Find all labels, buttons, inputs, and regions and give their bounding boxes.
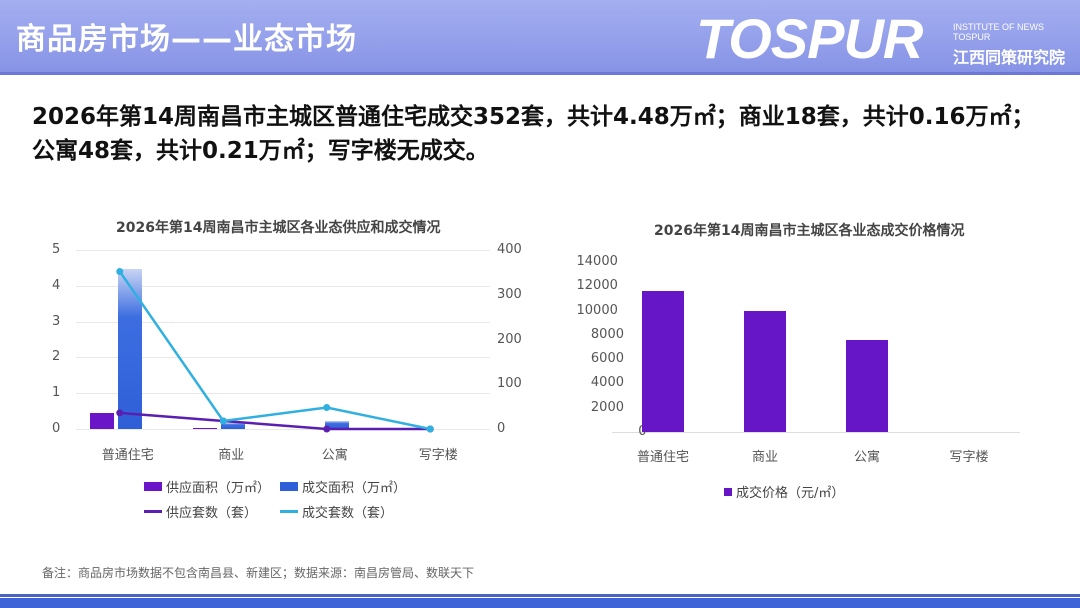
brand-chinese-name: 江西同策研究院 xyxy=(953,48,1066,67)
category-label: 写字楼 xyxy=(949,450,989,465)
legend-line-swatch xyxy=(280,510,298,513)
category-label: 写字楼 xyxy=(418,448,458,463)
y-axis-tick: 0 xyxy=(607,424,646,439)
legend-item: 成交套数（套） xyxy=(280,502,393,521)
category-label: 普通住宅 xyxy=(636,450,690,465)
legend-bar-swatch xyxy=(724,487,732,496)
x-axis-line xyxy=(612,432,1020,433)
left-axis-tick: 0 xyxy=(52,421,61,436)
left-axis-tick: 5 xyxy=(52,242,61,257)
category-label: 公寓 xyxy=(853,450,881,465)
right-axis-tick: 100 xyxy=(497,376,522,392)
y-axis-tick: 10000 xyxy=(576,302,618,318)
legend-item: 供应面积（万㎡） xyxy=(144,477,270,496)
summary-text: 2026年第14周南昌市主城区普通住宅成交352套，共计4.48万㎡；商业18套… xyxy=(32,104,1035,164)
header-banner xyxy=(0,0,1080,72)
legend-label: 成交面积（万㎡） xyxy=(302,481,407,496)
price-bar xyxy=(642,291,684,432)
category-label: 公寓 xyxy=(321,448,348,463)
bar xyxy=(221,423,246,429)
header-divider xyxy=(0,72,1080,75)
legend-bar-swatch xyxy=(144,482,162,491)
legend-label: 成交套数（套） xyxy=(302,506,394,521)
left-axis-tick: 1 xyxy=(52,385,61,401)
chart-title: 2026年第14周南昌市主城区各业态成交价格情况 xyxy=(654,223,965,239)
legend-label: 供应面积（万㎡） xyxy=(166,481,271,496)
y-axis-tick: 8000 xyxy=(590,326,624,342)
bar xyxy=(193,428,218,429)
left-axis-tick: 4 xyxy=(52,277,61,293)
legend-item: 成交面积（万㎡） xyxy=(280,477,406,496)
y-axis-tick: 6000 xyxy=(590,351,624,367)
y-axis-tick: 4000 xyxy=(590,375,624,391)
right-axis-tick: 400 xyxy=(497,242,522,257)
footnote: 备注：商品房市场数据不包含南昌县、新建区；数据来源：南昌房管局、数联天下 xyxy=(42,566,475,580)
legend-label: 供应套数（套） xyxy=(166,506,258,521)
category-label: 普通住宅 xyxy=(101,448,154,463)
right-axis-tick: 0 xyxy=(497,421,506,436)
price-bar xyxy=(846,340,888,432)
legend-line-swatch xyxy=(144,510,162,513)
brand-subtitle: INSTITUTE OF NEWS TOSPUR 江西同策研究院 xyxy=(953,22,1080,68)
right-axis-tick: 300 xyxy=(497,286,522,302)
footer-line xyxy=(0,594,1080,597)
legend-item: 供应套数（套） xyxy=(144,502,257,521)
left-axis-tick: 2 xyxy=(52,349,61,365)
bar xyxy=(117,268,142,429)
legend-item: 成交价格（元/㎡） xyxy=(724,482,844,501)
right-axis-tick: 200 xyxy=(497,331,522,347)
legend-label: 成交价格（元/㎡） xyxy=(736,486,845,501)
footer-bar xyxy=(0,598,1080,608)
page-title: 商品房市场——业态市场 xyxy=(16,22,357,57)
brand-logo: TOSPUR xyxy=(696,7,923,70)
brand-english-name: INSTITUTE OF NEWS TOSPUR xyxy=(953,22,1044,42)
category-label: 商业 xyxy=(218,448,245,463)
price-bar xyxy=(744,310,786,432)
gridline xyxy=(76,250,490,251)
chart-title: 2026年第14周南昌市主城区各业态供应和成交情况 xyxy=(116,220,441,236)
y-axis-tick: 2000 xyxy=(590,399,624,415)
bar xyxy=(89,412,114,429)
bar xyxy=(324,421,349,429)
legend-bar-swatch xyxy=(280,482,298,491)
left-axis-tick: 3 xyxy=(52,313,61,329)
y-axis-tick: 14000 xyxy=(576,254,618,269)
y-axis-tick: 12000 xyxy=(576,278,618,294)
category-label: 商业 xyxy=(751,450,779,465)
gridline xyxy=(76,429,490,430)
